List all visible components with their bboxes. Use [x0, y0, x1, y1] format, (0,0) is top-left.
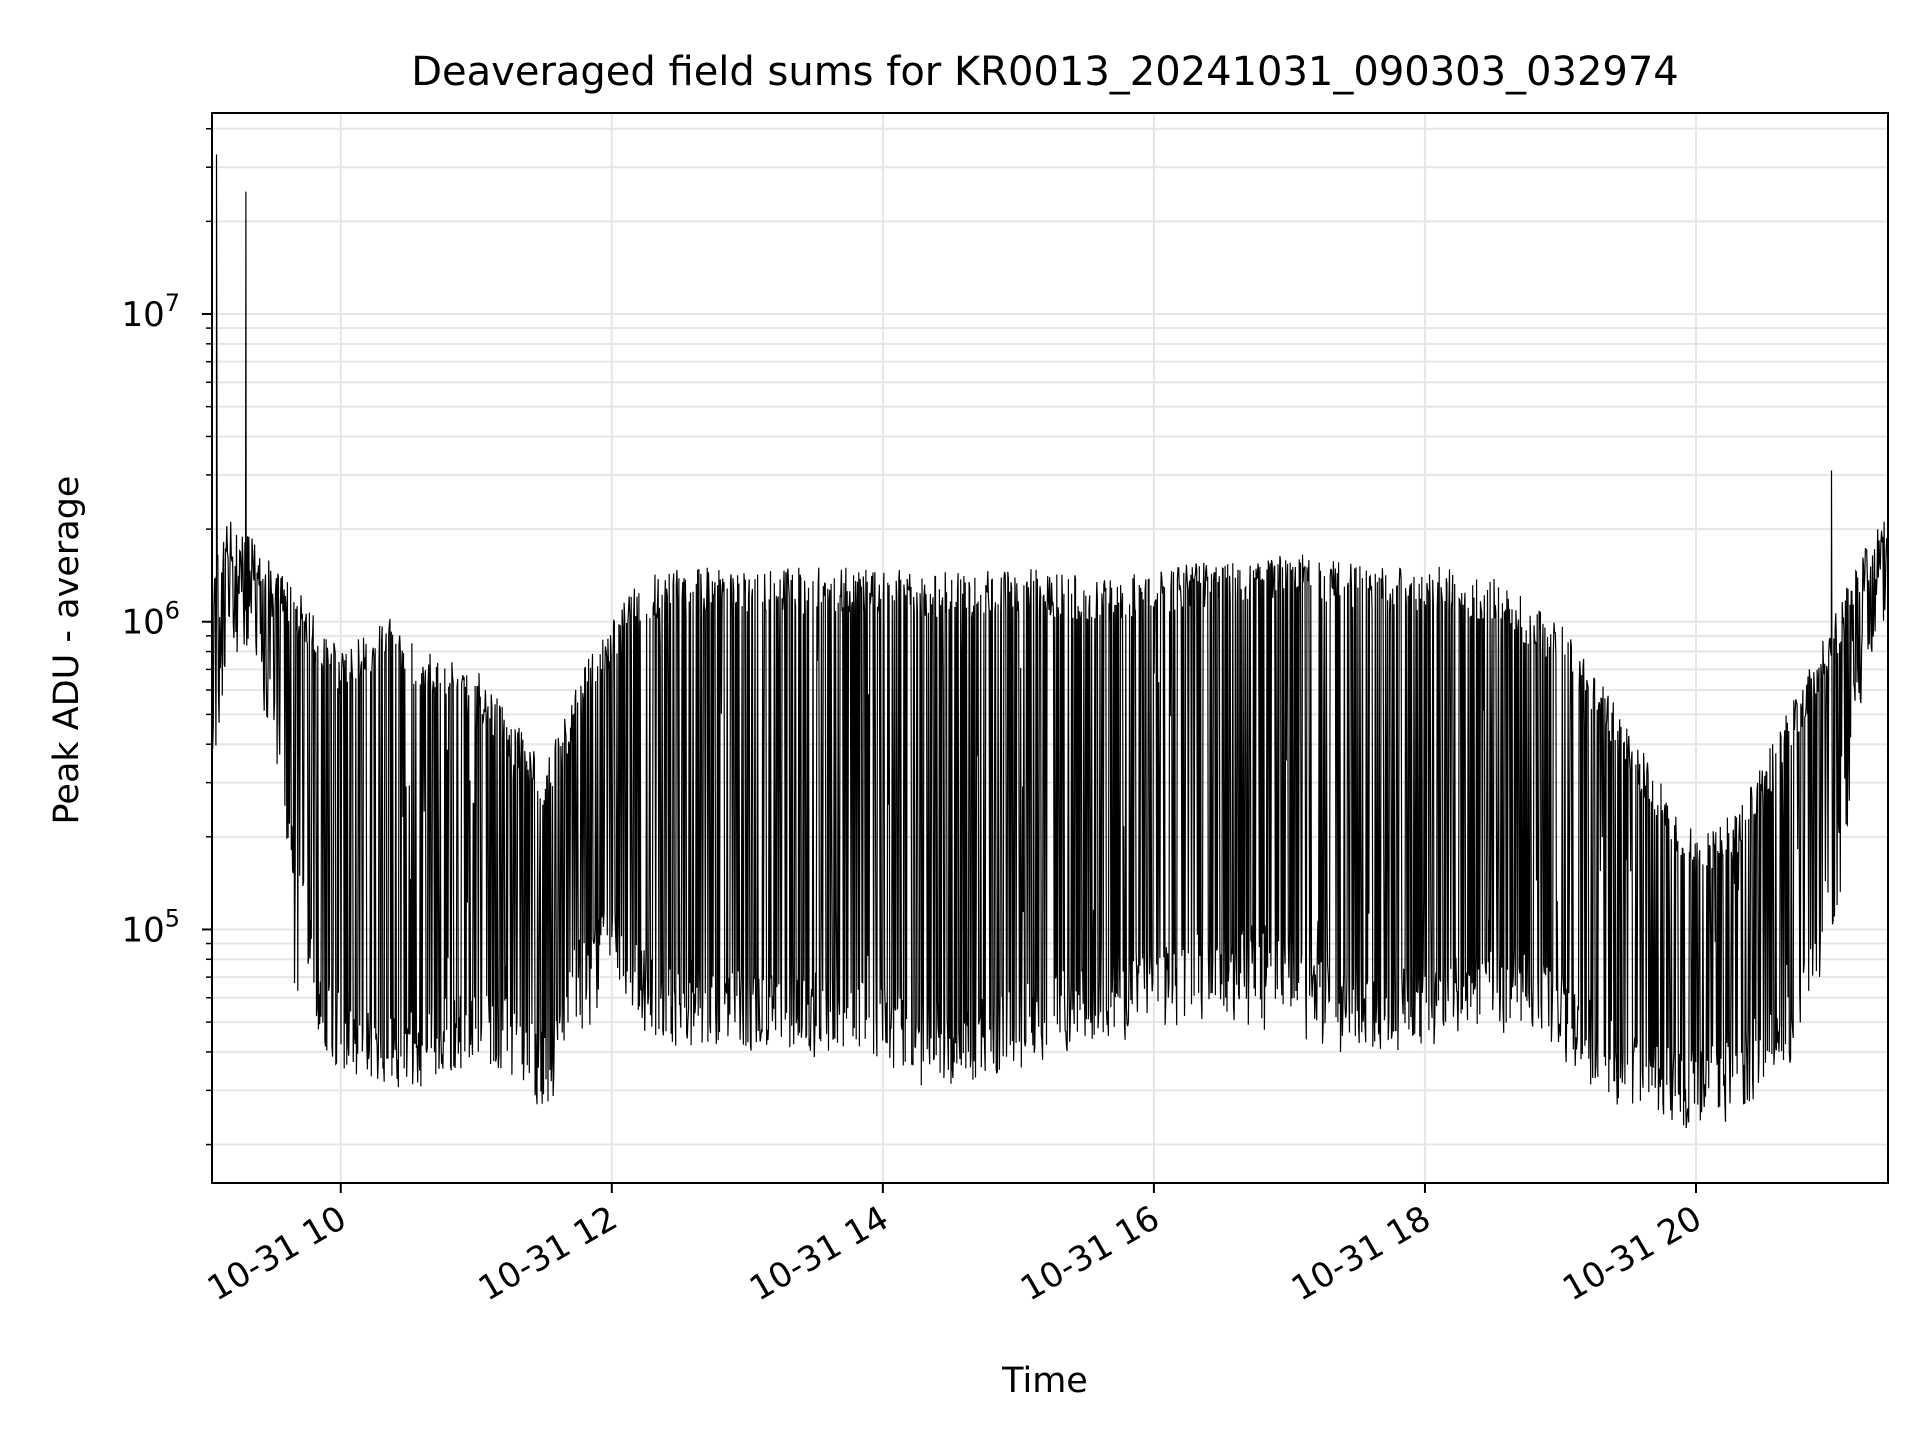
y-tick-label-base: 10: [121, 603, 164, 643]
y-tick-label: 107: [121, 289, 180, 335]
y-tick-label-exponent: 7: [165, 289, 180, 317]
y-tick-label-exponent: 5: [165, 904, 180, 932]
y-tick-label: 105: [121, 904, 180, 950]
y-tick-label-base: 10: [121, 295, 164, 335]
tick-marks: [202, 127, 1698, 1193]
y-tick-label-exponent: 6: [165, 597, 180, 625]
y-tick-label-base: 10: [121, 910, 164, 950]
plot-area: [212, 154, 1888, 1129]
y-tick-label: 106: [121, 597, 180, 643]
series-line: [212, 154, 1888, 1129]
x-axis-label: Time: [1001, 1361, 1088, 1401]
chart-title: Deaveraged field sums for KR0013_2024103…: [411, 49, 1679, 95]
y-axis-label: Peak ADU - average: [47, 476, 87, 825]
axes-frame: [211, 112, 1889, 1184]
